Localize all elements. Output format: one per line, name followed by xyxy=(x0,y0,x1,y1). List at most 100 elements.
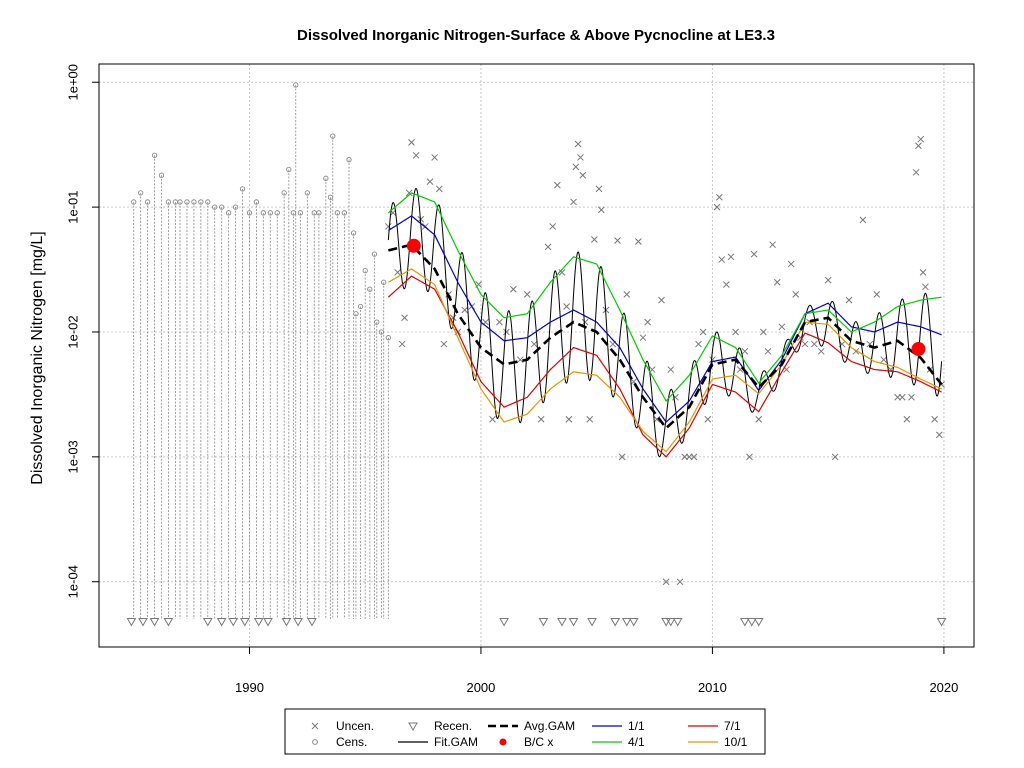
uncensored-point xyxy=(746,453,753,461)
uncensored-point xyxy=(716,193,723,201)
censored-point xyxy=(253,199,260,205)
uncensored-point xyxy=(595,185,603,193)
recensored-point xyxy=(126,618,137,627)
recensored-point xyxy=(621,618,632,627)
uncensored-point xyxy=(553,181,561,189)
legend-item: 1/1 xyxy=(592,719,645,733)
uncensored-point xyxy=(623,291,631,298)
avg-gam-line xyxy=(388,243,943,430)
chart-title: Dissolved Inorganic Nitrogen-Surface & A… xyxy=(297,27,775,44)
recensored-point xyxy=(307,618,317,627)
x-tick-label: 2010 xyxy=(698,680,727,695)
legend-symbol-triangle xyxy=(408,722,418,732)
uncensored-point xyxy=(574,140,582,148)
recensored-point xyxy=(499,618,509,627)
uncensored-point xyxy=(667,366,675,373)
uncensored-point xyxy=(516,356,524,364)
censored-layer xyxy=(131,82,392,619)
uncensored-point xyxy=(586,415,594,423)
y-tick-label: 1e-04 xyxy=(65,565,80,598)
legend-label: 10/1 xyxy=(724,735,748,749)
uncensored-point xyxy=(394,269,401,276)
censored-point xyxy=(357,303,364,310)
seasonal-curve-10-1 xyxy=(388,268,942,453)
censored-point xyxy=(316,210,322,216)
uncensored-point xyxy=(908,393,915,401)
censored-point xyxy=(385,335,392,341)
uncensored-point xyxy=(653,415,661,423)
uncensored-point xyxy=(817,347,825,355)
censored-point xyxy=(131,199,137,205)
uncensored-point xyxy=(722,281,730,288)
recensored-point xyxy=(739,618,750,627)
legend-item: Uncen. xyxy=(311,719,374,733)
uncensored-point xyxy=(581,318,589,326)
censored-point xyxy=(286,166,292,173)
censored-point xyxy=(381,279,387,285)
uncensored-point xyxy=(931,415,939,423)
uncensored-point xyxy=(408,139,415,146)
uncensored-point xyxy=(831,453,839,461)
uncensored-point xyxy=(755,415,763,423)
recensored-point xyxy=(753,618,764,627)
uncensored-point xyxy=(704,415,712,423)
legend-item: 10/1 xyxy=(688,735,748,749)
x-axis: 1990 2000 2010 2020 xyxy=(235,647,958,695)
uncensored-point xyxy=(426,178,434,185)
uncensored-point xyxy=(634,238,642,245)
x-tick-label: 2000 xyxy=(466,680,495,695)
grid xyxy=(99,64,974,647)
censored-point xyxy=(239,186,246,192)
uncensored-point xyxy=(384,223,392,230)
uncensored-point xyxy=(489,415,496,423)
legend-label: Avg.GAM xyxy=(524,719,575,733)
uncensored-point xyxy=(549,223,557,230)
uncensored-point xyxy=(639,334,647,342)
censored-point xyxy=(246,210,253,216)
uncensored-point xyxy=(658,296,665,304)
uncensored-point xyxy=(440,340,448,348)
uncensored-point xyxy=(509,285,517,293)
uncensored-point xyxy=(880,356,888,364)
y-tick-label: 1e-01 xyxy=(65,190,80,223)
recensored-point xyxy=(538,618,549,627)
recensored-point xyxy=(149,618,160,627)
recensored-point xyxy=(746,618,757,627)
seasonal-curve-7-1 xyxy=(387,275,942,458)
recensored-point xyxy=(253,618,264,627)
uncensored-point xyxy=(769,241,776,249)
uncensored-point xyxy=(591,236,598,243)
y-axis-label: Dissolved Inorganic Nitrogen [mg/L] xyxy=(29,231,46,484)
uncensored-point xyxy=(503,328,510,336)
legend-item: Recen. xyxy=(408,719,472,733)
uncensored-point xyxy=(741,347,749,355)
uncensored-layer xyxy=(384,135,945,586)
censored-point xyxy=(184,199,190,205)
recensored-point xyxy=(587,618,597,627)
censored-point xyxy=(260,210,267,216)
legend-item: 4/1 xyxy=(592,735,645,749)
censored-point xyxy=(304,190,310,196)
uncensored-point xyxy=(810,340,818,348)
uncensored-point xyxy=(405,189,413,197)
legend-box xyxy=(284,708,766,755)
y-tick-label: 1e-02 xyxy=(65,315,80,348)
bc-point xyxy=(911,342,926,357)
uncensored-point xyxy=(845,296,853,304)
censored-point xyxy=(367,286,373,292)
censored-point xyxy=(281,190,287,196)
recensored-point xyxy=(628,618,639,627)
uncensored-point xyxy=(759,328,767,336)
uncensored-point xyxy=(530,340,538,348)
censored-point xyxy=(191,199,197,205)
uncensored-point xyxy=(695,340,702,348)
uncensored-point xyxy=(401,314,408,322)
uncensored-point xyxy=(917,135,925,143)
uncensored-point xyxy=(676,578,684,586)
uncensored-point xyxy=(544,243,552,251)
recensored-point xyxy=(228,618,239,627)
uncensored-point xyxy=(563,303,570,310)
uncensored-point xyxy=(903,415,911,423)
uncensored-point xyxy=(579,171,587,179)
censored-point xyxy=(267,210,273,216)
